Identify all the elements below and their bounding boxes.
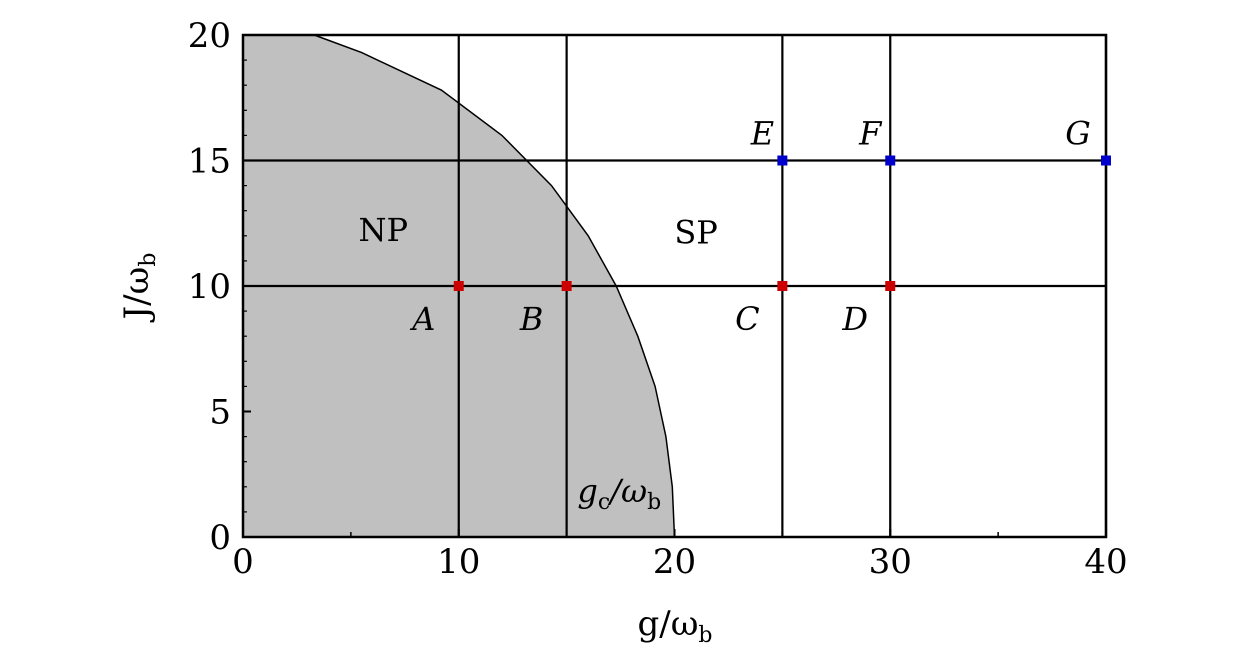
point-label-f: F	[858, 115, 883, 153]
region-label-np: NP	[358, 211, 408, 249]
point-label-g: G	[1065, 115, 1091, 153]
point-label-b: B	[519, 300, 544, 338]
x-axis-label: g/ωb	[637, 604, 712, 648]
point-label-e: E	[750, 115, 774, 153]
x-tick-label-30: 30	[869, 542, 912, 582]
point-label-a: A	[409, 300, 435, 338]
phase-boundary-curve	[313, 34, 676, 538]
y-tick-label-5: 5	[209, 393, 231, 433]
point-g	[1101, 155, 1111, 166]
y-tick-label-20: 20	[188, 16, 231, 56]
point-label-d: D	[841, 300, 868, 338]
point-b	[561, 281, 572, 291]
x-tick-label-20: 20	[653, 542, 696, 582]
point-c	[777, 281, 788, 291]
y-tick-label-0: 0	[209, 518, 231, 558]
point-d	[885, 281, 896, 291]
y-axis-label: J/ωb	[117, 253, 161, 323]
region-label-sp: SP	[674, 213, 717, 251]
point-e	[777, 155, 788, 166]
point-f	[885, 155, 896, 166]
x-tick-label-40: 40	[1084, 542, 1127, 582]
x-tick-label-0: 0	[232, 542, 254, 582]
point-label-c: C	[735, 300, 759, 338]
y-tick-label-10: 10	[188, 267, 231, 307]
x-tick-label-10: 10	[437, 542, 480, 582]
y-tick-label-15: 15	[188, 142, 231, 182]
point-a	[453, 281, 464, 291]
